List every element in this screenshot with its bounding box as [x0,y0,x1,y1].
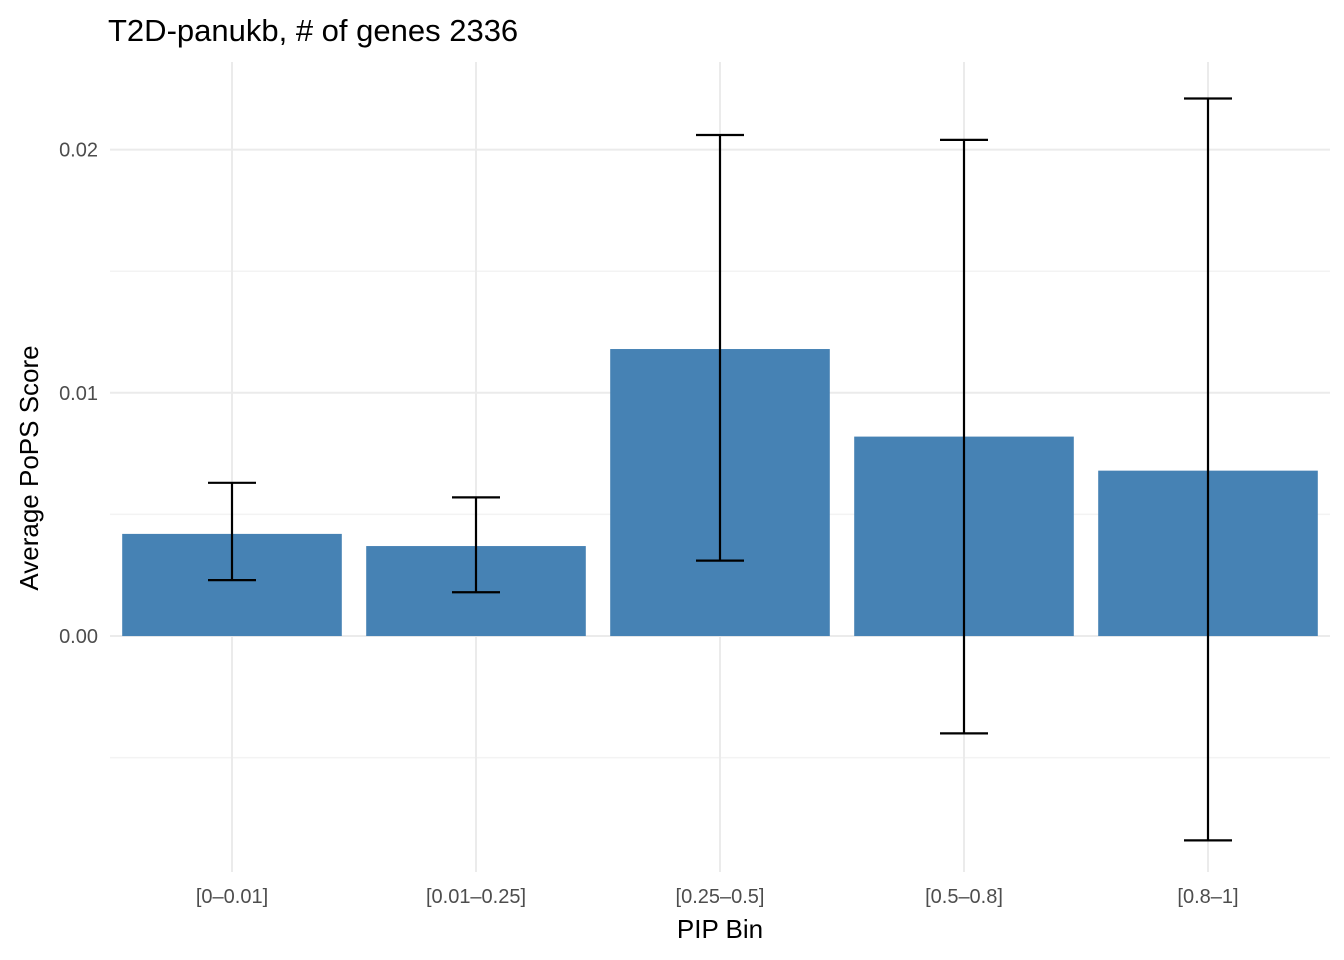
y-axis-title: Average PoPS Score [14,345,44,590]
x-tick-label: [0.01–0.25] [426,886,526,908]
chart-title: T2D-panukb, # of genes 2336 [108,13,518,48]
x-axis-title: PIP Bin [677,914,763,944]
x-tick-label: [0.8–1] [1177,886,1238,908]
error-bar [696,133,744,562]
error-bars [208,97,1232,842]
y-axis-ticks: 0.00 0.01 0.02 [59,140,98,648]
x-tick-label: [0–0.01] [196,886,268,908]
error-bar [940,138,988,735]
y-tick-label: 0.01 [59,383,98,405]
x-tick-label: [0.25–0.5] [676,886,765,908]
error-bar [208,481,256,582]
error-bar [452,496,500,594]
error-bar [1184,97,1232,842]
x-tick-label: [0.5–0.8] [925,886,1003,908]
y-tick-label: 0.00 [59,626,98,648]
y-tick-label: 0.02 [59,140,98,162]
x-axis-ticks: [0–0.01] [0.01–0.25] [0.25–0.5] [0.5–0.8] [0… [196,886,1239,908]
